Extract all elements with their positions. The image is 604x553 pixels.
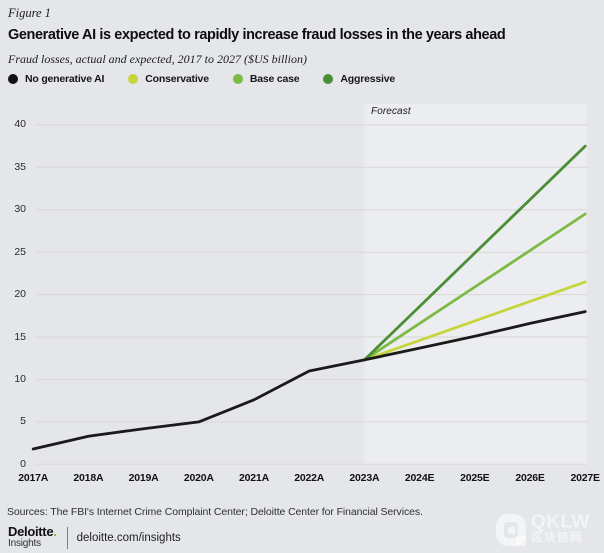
legend-label: Base case (249, 73, 300, 85)
y-tick-label: 25 (14, 245, 26, 258)
footer-divider (66, 526, 68, 549)
legend-item-no-generative-ai: No generative AI (8, 73, 104, 85)
brand-subtitle: Insights (8, 538, 41, 549)
x-tick-label: 2024E (404, 472, 435, 484)
x-tick-label: 2021A (239, 472, 269, 484)
legend-item-base-case: Base case (232, 73, 300, 85)
deloitte-insights-link[interactable]: deloitte.com/insights (76, 531, 181, 544)
watermark-text-block: QKLW 区块链网 (531, 512, 590, 545)
watermark-title: QKLW (531, 512, 590, 533)
x-tick-label: 2026E (515, 472, 545, 484)
legend-dot-icon (128, 74, 139, 84)
legend-label: Aggressive (340, 73, 396, 85)
legend-label: Conservative (145, 73, 209, 85)
y-tick-label: 30 (14, 203, 26, 216)
brand-name: Deloitte. (8, 524, 57, 539)
x-tick-label: 2017A (18, 472, 49, 484)
legend-dot-icon (8, 74, 18, 84)
chart-legend: No generative AI Conservative Base case … (8, 73, 395, 85)
y-tick-label: 10 (14, 373, 26, 385)
x-tick-label: 2020A (183, 472, 214, 484)
y-tick-label: 20 (14, 288, 26, 301)
figure-label: Figure 1 (8, 6, 51, 20)
legend-dot-icon (323, 74, 334, 84)
qklw-logo-icon (496, 514, 526, 546)
x-tick-label: 2023A (349, 472, 380, 484)
sources-note: Sources: The FBI's Internet Crime Compla… (7, 506, 423, 518)
y-tick-label: 5 (20, 415, 26, 428)
deloitte-insights-logo: Deloitte. Insights (8, 524, 57, 549)
y-tick-label: 15 (14, 330, 26, 343)
chart-title: Generative AI is expected to rapidly inc… (8, 27, 506, 43)
watermark-subtitle: 区块链网 (531, 532, 583, 544)
qklw-watermark: QKLW 区块链网 (496, 512, 590, 546)
y-tick-label: 0 (20, 457, 26, 470)
series-line-conservative (362, 280, 587, 362)
series-line-no-generative-ai (31, 310, 587, 451)
forecast-band (364, 104, 587, 465)
x-tick-label: 2027E (570, 472, 601, 484)
brand-green-dot: . (53, 524, 57, 539)
chart-subtitle: Fraud losses, actual and expected, 2017 … (8, 52, 307, 66)
series-line-aggressive (362, 144, 587, 362)
legend-dot-icon (232, 74, 243, 84)
x-tick-label: 2019A (128, 472, 159, 484)
deloitte-insights-footer: Deloitte. Insights deloitte.com/insights (8, 524, 181, 549)
series-line-base-case (362, 212, 587, 362)
legend-item-aggressive: Aggressive (323, 73, 395, 85)
legend-item-conservative: Conservative (128, 73, 209, 85)
forecast-region-label: Forecast (371, 106, 411, 117)
x-tick-label: 2025E (460, 472, 490, 484)
x-tick-label: 2018A (73, 472, 104, 484)
y-tick-label: 40 (14, 118, 26, 131)
x-tick-label: 2022A (294, 472, 325, 484)
y-tick-label: 35 (14, 160, 26, 173)
legend-label: No generative AI (25, 73, 105, 85)
